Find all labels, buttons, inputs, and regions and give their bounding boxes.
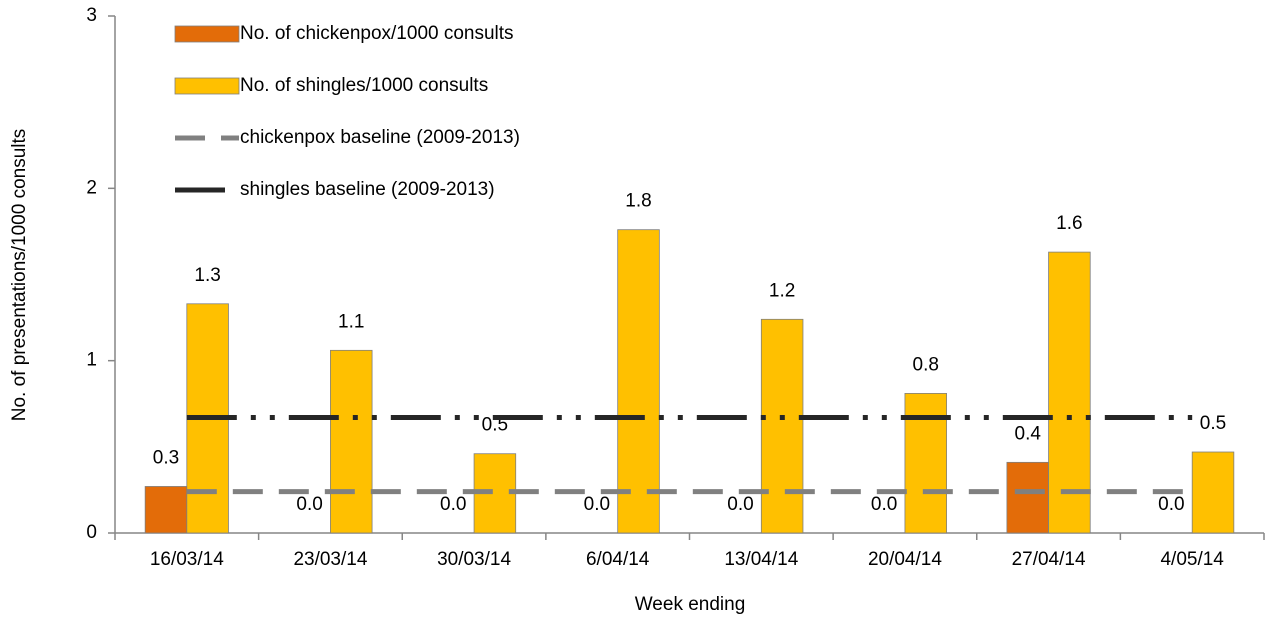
y-axis-title: No. of presentations/1000 consults bbox=[9, 129, 30, 422]
bar bbox=[1006, 461, 1049, 534]
y-tick-label: 1 bbox=[86, 350, 97, 371]
data-label: 1.8 bbox=[625, 191, 651, 212]
data-label: 1.3 bbox=[194, 265, 220, 286]
x-tick-label: 13/04/14 bbox=[724, 549, 798, 570]
data-label: 0.0 bbox=[440, 494, 466, 515]
bar bbox=[760, 318, 804, 534]
data-label: 0.0 bbox=[584, 494, 610, 515]
legend-label: chickenpox baseline (2009-2013) bbox=[240, 127, 520, 148]
data-label: 1.2 bbox=[769, 280, 795, 301]
y-tick-label: 3 bbox=[86, 5, 97, 26]
data-label: 0.0 bbox=[871, 494, 897, 515]
x-tick-label: 6/04/14 bbox=[586, 549, 650, 570]
data-label: 0.0 bbox=[727, 494, 753, 515]
bar bbox=[144, 486, 188, 534]
x-tick-label: 30/03/14 bbox=[437, 549, 511, 570]
data-label: 0.0 bbox=[296, 494, 322, 515]
data-label: 0.5 bbox=[1200, 413, 1226, 434]
bar bbox=[1191, 451, 1235, 534]
x-tick-label: 23/03/14 bbox=[293, 549, 367, 570]
x-tick-label: 16/03/14 bbox=[150, 549, 224, 570]
data-label: 1.1 bbox=[338, 311, 364, 332]
x-axis-title: Week ending bbox=[635, 594, 746, 615]
data-label: 1.6 bbox=[1056, 213, 1082, 234]
legend-swatch bbox=[174, 77, 240, 95]
data-label: 0.3 bbox=[153, 447, 179, 468]
bar bbox=[617, 229, 660, 534]
legend-label: shingles baseline (2009-2013) bbox=[240, 179, 495, 200]
legend-label: No. of chickenpox/1000 consults bbox=[240, 23, 514, 44]
data-label: 0.8 bbox=[913, 354, 939, 375]
legend-label: No. of shingles/1000 consults bbox=[240, 75, 488, 96]
y-tick-label: 2 bbox=[86, 177, 97, 198]
data-label: 0.0 bbox=[1158, 494, 1184, 515]
data-label: 0.4 bbox=[1015, 423, 1042, 444]
bar bbox=[330, 349, 373, 534]
bar bbox=[904, 393, 947, 534]
x-tick-label: 20/04/14 bbox=[868, 549, 942, 570]
x-tick-label: 4/05/14 bbox=[1160, 549, 1224, 570]
y-tick-label: 0 bbox=[86, 522, 97, 543]
bar bbox=[1048, 251, 1091, 534]
x-tick-label: 27/04/14 bbox=[1012, 549, 1086, 570]
legend-swatch bbox=[174, 25, 240, 43]
